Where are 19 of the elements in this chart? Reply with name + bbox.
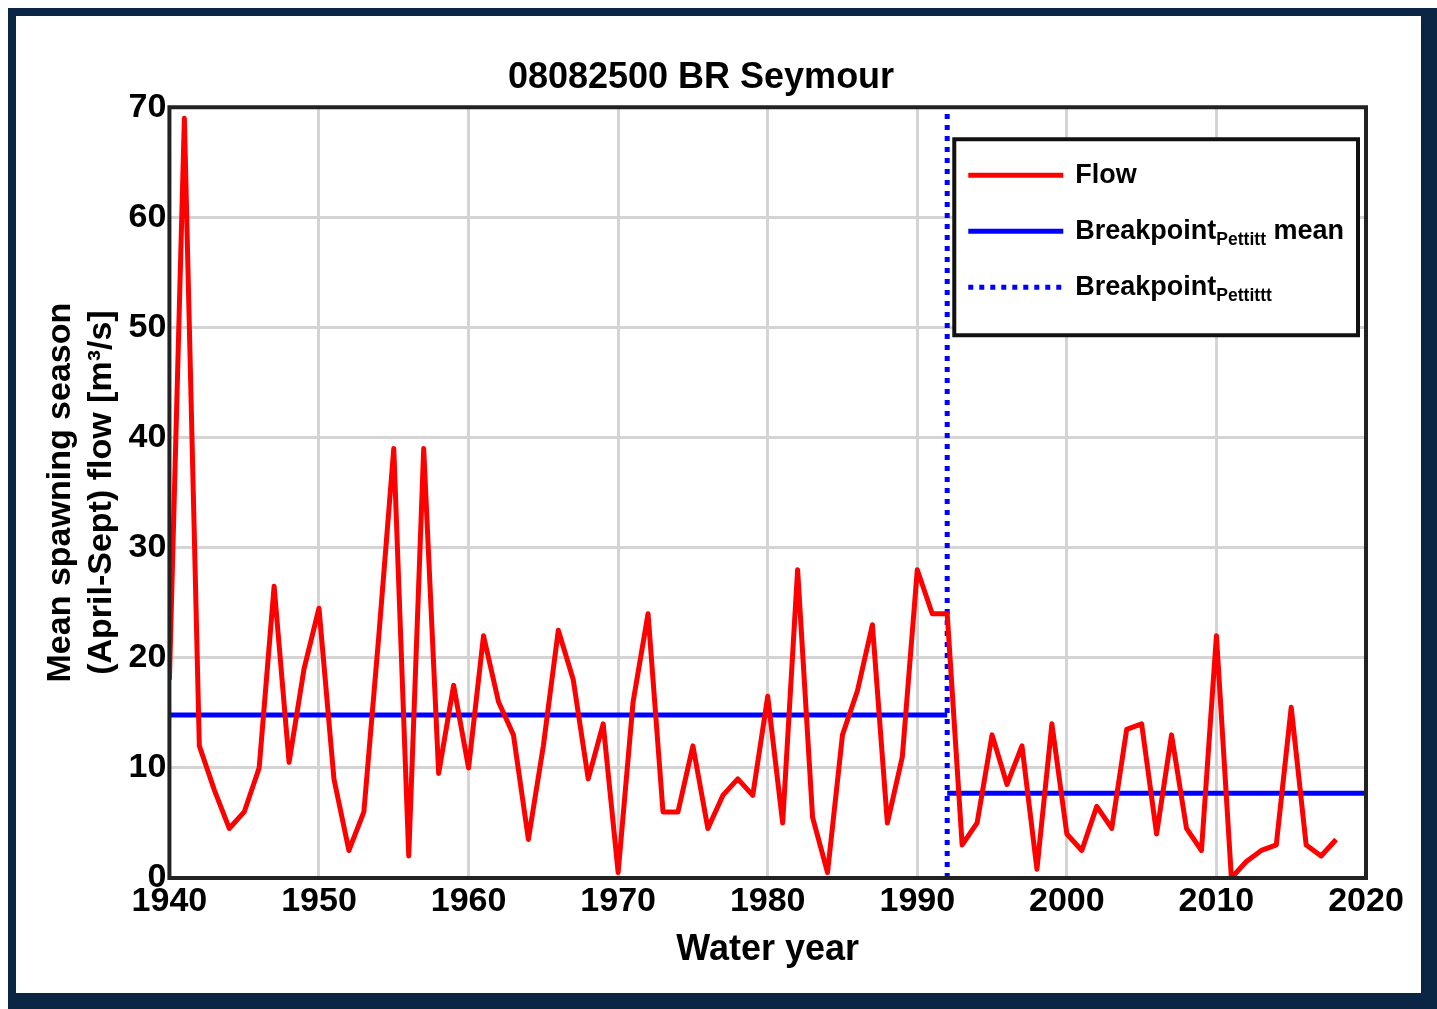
x-tick-label: 1980: [729, 879, 806, 918]
x-tick-label: 1960: [430, 879, 507, 918]
x-tick-label: 2020: [1328, 879, 1404, 918]
x-axis-title: Water year: [676, 927, 860, 969]
y-tick-label: 20: [128, 636, 167, 675]
x-tick-label: 1990: [879, 879, 956, 918]
x-tick-label: 2010: [1178, 879, 1255, 918]
y-axis-title: Mean spawning season (April-Sept) flow [m³/s]: [38, 302, 118, 683]
y-tick-label: 30: [128, 526, 167, 565]
y-tick-label: 70: [128, 85, 167, 124]
y-tick-label: 60: [128, 195, 167, 234]
y-tick-label: 50: [128, 305, 167, 344]
x-tick-label: 1970: [580, 879, 656, 918]
x-tick-label: 2000: [1029, 879, 1105, 918]
chart-title: 08082500 BR Seymour: [507, 54, 895, 96]
x-tick-label: 1950: [281, 879, 357, 918]
y-tick-label: 40: [128, 415, 167, 454]
y-tick-label: 10: [128, 746, 167, 785]
legend-label: Flow: [1075, 158, 1138, 189]
